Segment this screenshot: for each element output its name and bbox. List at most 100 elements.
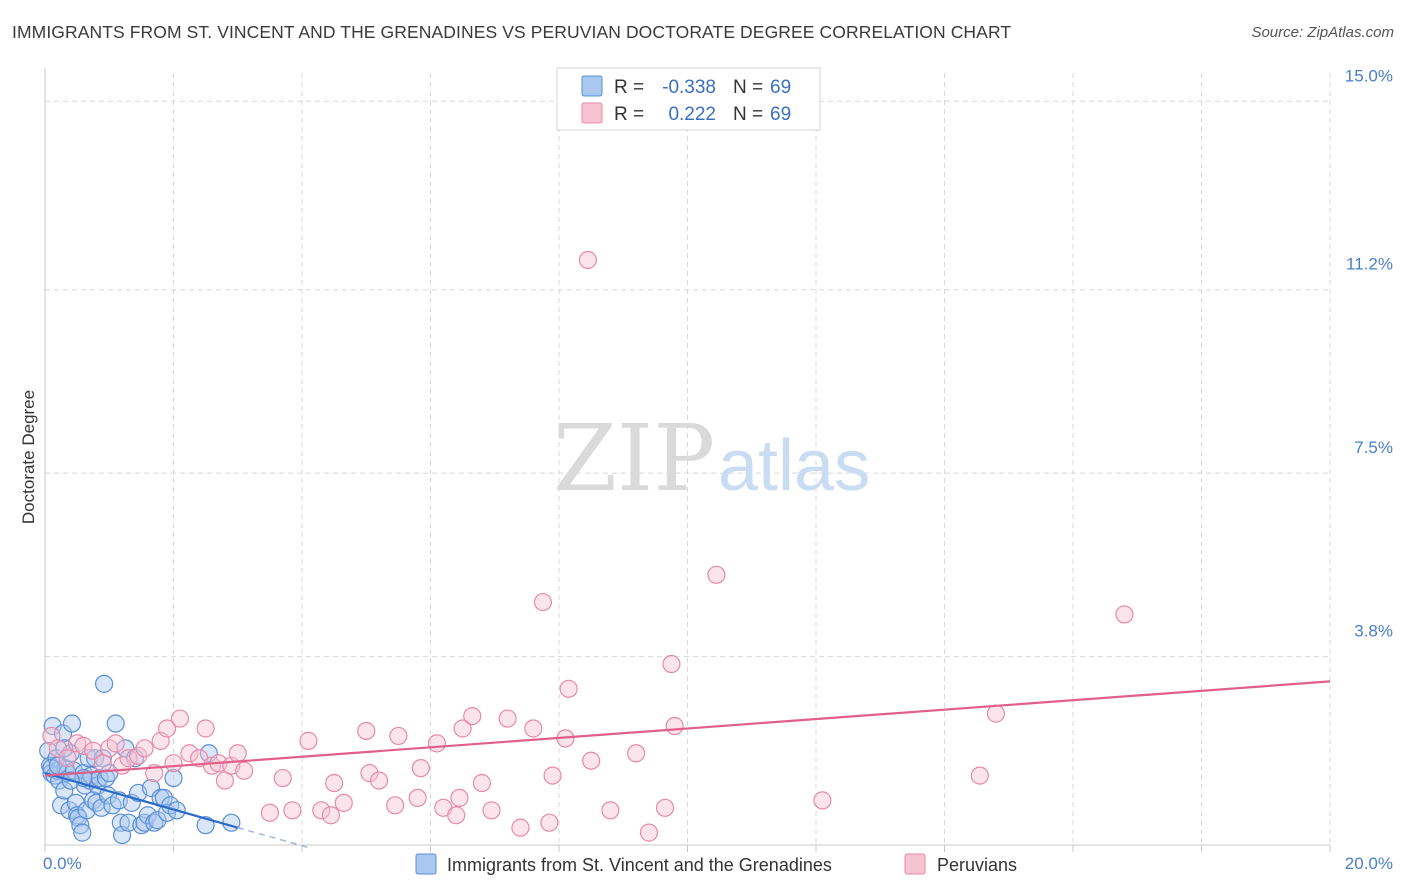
point-blue-35 — [95, 674, 114, 693]
data-points — [39, 250, 1134, 845]
point-pink-65 — [707, 565, 726, 584]
point-pink-35 — [357, 721, 376, 741]
point-pink-64 — [665, 716, 684, 736]
legend-r-value-2: 0.222 — [668, 104, 716, 125]
legend-n-label-1: N = — [733, 77, 763, 98]
y-tick-label-0: 3.8% — [1354, 622, 1393, 641]
point-pink-2 — [58, 749, 77, 768]
point-pink-8 — [106, 734, 125, 753]
y-axis-title: Doctorate Degree — [19, 390, 38, 524]
point-pink-68 — [986, 704, 1006, 723]
point-pink-58 — [582, 751, 601, 770]
point-pink-27 — [260, 803, 279, 822]
point-pink-66 — [813, 791, 832, 810]
point-blue-15 — [62, 714, 82, 733]
point-pink-36 — [360, 764, 379, 783]
point-pink-52 — [524, 719, 543, 738]
point-pink-49 — [482, 801, 501, 820]
point-pink-18 — [180, 744, 199, 763]
point-pink-29 — [283, 801, 302, 820]
point-pink-16 — [164, 754, 183, 773]
point-pink-32 — [321, 806, 341, 825]
point-pink-69 — [1115, 605, 1134, 624]
source-label: Source: ZipAtlas.com — [1251, 24, 1394, 41]
point-blue-53 — [145, 813, 164, 832]
point-blue-54 — [148, 811, 167, 830]
point-pink-51 — [511, 818, 530, 837]
point-pink-11 — [129, 746, 148, 765]
bottom-legend-label-pink: Peruvians — [937, 855, 1017, 875]
point-pink-31 — [312, 801, 331, 820]
trend-lines — [44, 680, 1331, 849]
axes: 3.8% 7.5% 11.2% 15.0% 0.0% 20.0% — [43, 66, 1393, 873]
point-pink-60 — [626, 744, 646, 763]
x-tick-label-0: 0.0% — [43, 854, 82, 873]
legend-swatch-blue — [581, 75, 603, 97]
point-pink-57 — [559, 679, 578, 698]
point-pink-54 — [540, 813, 559, 832]
point-pink-47 — [463, 706, 482, 726]
legend-swatch-pink — [581, 102, 603, 124]
point-pink-42 — [427, 734, 447, 753]
point-pink-45 — [450, 788, 469, 807]
point-pink-53 — [533, 592, 553, 612]
point-pink-28 — [273, 768, 292, 788]
point-pink-38 — [386, 796, 405, 815]
point-pink-55 — [543, 766, 562, 785]
chart-title: IMMIGRANTS FROM ST. VINCENT AND THE GREN… — [12, 22, 1012, 42]
point-pink-37 — [370, 771, 389, 790]
watermark-zip: ZIP — [553, 405, 715, 512]
point-pink-26 — [235, 761, 254, 780]
point-pink-17 — [170, 709, 190, 728]
point-pink-30 — [299, 731, 318, 750]
point-pink-70 — [578, 250, 598, 270]
bottom-legend-swatch-blue — [415, 853, 437, 875]
legend-r-value-1: -0.338 — [662, 77, 716, 98]
watermark-atlas: atlas — [718, 426, 870, 506]
legend: R = -0.338 N = 69 R = 0.222 N = 69 — [556, 67, 821, 131]
y-tick-label-3: 15.0% — [1345, 66, 1393, 85]
y-tick-label-2: 11.2% — [1346, 255, 1393, 274]
legend-r-label-2: R = — [614, 104, 644, 125]
point-pink-20 — [196, 719, 215, 738]
point-pink-33 — [325, 773, 344, 793]
point-pink-41 — [411, 759, 430, 778]
point-blue-32 — [90, 768, 109, 788]
bottom-legend-label-blue: Immigrants from St. Vincent and the Gren… — [447, 855, 832, 875]
legend-r-label-1: R = — [614, 77, 644, 98]
point-blue-61 — [196, 816, 215, 835]
trend-line-blue — [44, 772, 239, 829]
point-pink-67 — [970, 766, 989, 785]
point-pink-61 — [639, 823, 659, 842]
point-pink-48 — [472, 773, 491, 793]
point-pink-34 — [334, 793, 353, 812]
point-pink-25 — [228, 744, 247, 763]
point-pink-40 — [408, 788, 427, 807]
point-pink-44 — [447, 806, 466, 825]
bottom-legend: Immigrants from St. Vincent and the Gren… — [415, 853, 1017, 875]
point-pink-50 — [498, 709, 517, 728]
point-blue-21 — [73, 823, 92, 842]
point-blue-10 — [55, 781, 74, 800]
point-pink-39 — [389, 726, 408, 746]
y-tick-label-1: 7.5% — [1354, 438, 1393, 457]
legend-n-label-2: N = — [733, 104, 763, 125]
point-pink-62 — [655, 798, 675, 817]
watermark: ZIP atlas — [553, 405, 870, 512]
point-blue-52 — [141, 778, 161, 798]
trend-line-pink — [44, 680, 1331, 777]
bottom-legend-swatch-pink — [904, 853, 926, 875]
point-pink-59 — [601, 801, 620, 820]
point-pink-46 — [453, 719, 472, 738]
legend-n-value-2: 69 — [770, 104, 791, 125]
point-blue-59 — [164, 768, 183, 788]
point-pink-1 — [48, 739, 67, 758]
legend-n-value-1: 69 — [770, 77, 791, 98]
point-pink-15 — [157, 719, 177, 738]
point-pink-63 — [662, 654, 681, 674]
x-tick-label-1: 20.0% — [1345, 854, 1393, 873]
point-blue-24 — [77, 801, 96, 820]
point-pink-4 — [74, 736, 93, 755]
trend-line-blue-extension — [237, 826, 309, 849]
